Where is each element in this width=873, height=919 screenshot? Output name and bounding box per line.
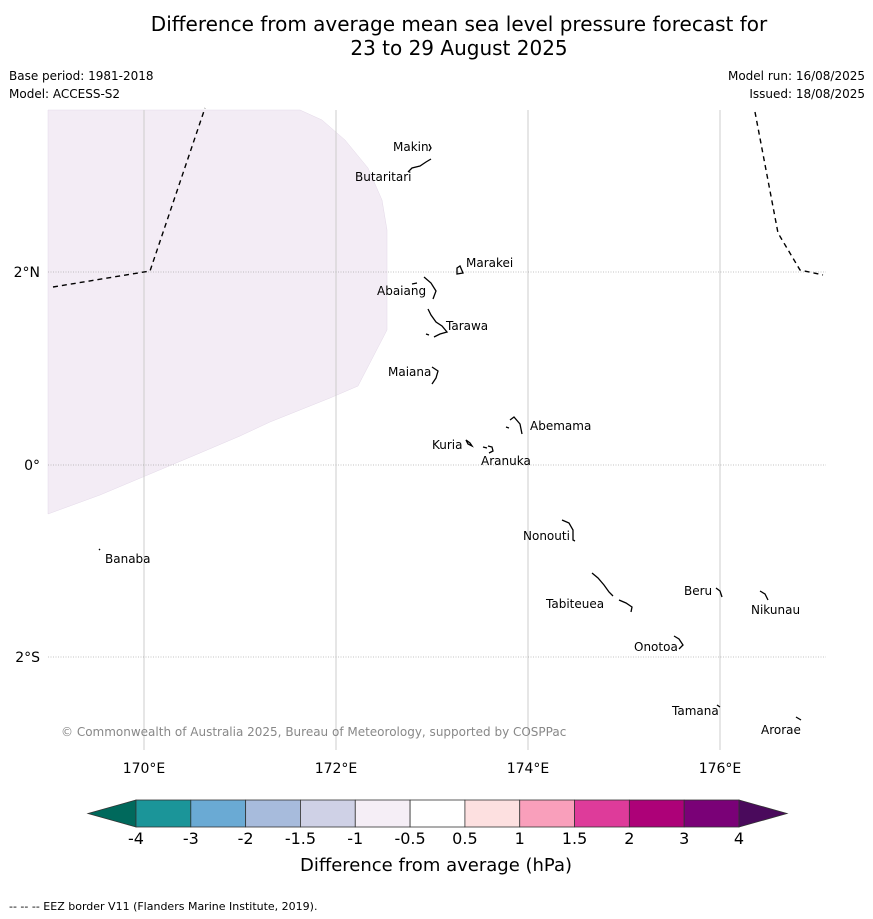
colorbar-bin [300, 799, 356, 828]
model-name: Model: ACCESS-S2 [9, 87, 121, 101]
label-arorae: Arorae [761, 723, 801, 737]
label-makin: Makin [393, 140, 429, 154]
label-tarawa: Tarawa [445, 319, 488, 333]
eez-borders [52, 107, 824, 288]
colorbar-bin [409, 799, 466, 828]
label-banaba: Banaba [105, 552, 151, 566]
island-tabiteuea [591, 572, 633, 613]
lon-label-172e: 172°E [315, 761, 358, 777]
chart-title: Difference from average mean sea level p… [0, 12, 873, 60]
island-nonouti [561, 519, 576, 542]
colorbar-tick-label: 0.5 [452, 829, 477, 848]
colorbar-tick-label: -4 [128, 829, 144, 848]
island-abaiang [411, 276, 437, 300]
anomaly-shaded-region [47, 109, 388, 515]
label-butaritari: Butaritari [355, 170, 412, 184]
colorbar-bin [190, 799, 247, 828]
colorbar-label: Difference from average (hPa) [300, 855, 572, 876]
label-onotoa: Onotoa [634, 640, 678, 654]
label-marakei: Marakei [466, 256, 513, 270]
title-line-1: Difference from average mean sea level p… [150, 12, 768, 36]
copyright-notice: © Commonwealth of Australia 2025, Bureau… [61, 725, 566, 739]
island-maiana [431, 366, 439, 385]
colorbar-bin [519, 799, 575, 828]
colorbar-tick-label: 3 [679, 829, 689, 848]
model-run: Model run: 16/08/2025 [727, 69, 865, 83]
island-aranuka [482, 445, 494, 454]
island-abemama [505, 416, 523, 435]
lat-label-2s: 2°S [15, 650, 40, 666]
base-period: Base period: 1981-2018 [9, 69, 154, 83]
colorbar-tick-label: -1.5 [285, 829, 316, 848]
label-maiana: Maiana [388, 365, 431, 379]
eez-footer-note: -- -- -- EEZ border V11 (Flanders Marine… [9, 900, 318, 913]
islands [98, 143, 802, 721]
colorbar-tick-label: 1 [515, 829, 525, 848]
longitude-gridlines [143, 110, 721, 750]
colorbar-bin [464, 799, 521, 828]
island-butaritari [407, 158, 432, 173]
island-arorae [795, 716, 802, 721]
colorbar-bin [354, 799, 411, 828]
colorbar-tick-label: 1.5 [562, 829, 587, 848]
issued-date: Issued: 18/08/2025 [749, 87, 865, 101]
label-tabiteuea: Tabiteuea [545, 597, 604, 611]
island-banaba [98, 548, 101, 551]
colorbar-tick-label: -2 [238, 829, 254, 848]
colorbar-under-arrow [86, 799, 137, 828]
colorbar-tick-label: 2 [624, 829, 634, 848]
colorbar-tick-label: -1 [347, 829, 363, 848]
lat-label-0: 0° [24, 458, 40, 474]
label-abemama: Abemama [530, 419, 591, 433]
island-nikunau [759, 590, 769, 601]
island-tarawa [425, 308, 449, 338]
colorbar: -4 -3 -2 -1.5 -1 -0.5 0.5 1 1.5 2 3 4 [86, 799, 789, 848]
colorbar-bin [574, 799, 630, 828]
label-beru: Beru [684, 584, 712, 598]
island-makin [428, 143, 432, 152]
colorbar-tick-label: 4 [734, 829, 744, 848]
colorbar-bin [135, 799, 192, 828]
label-nikunau: Nikunau [751, 603, 800, 617]
colorbar-bin [245, 799, 301, 828]
colorbar-over-arrow [738, 799, 789, 828]
colorbar-bin [628, 799, 685, 828]
island-marakei [456, 265, 464, 275]
colorbar-bin [683, 799, 740, 828]
colorbar-tick-label: -3 [183, 829, 199, 848]
title-line-2: 23 to 29 August 2025 [350, 36, 568, 60]
label-nonouti: Nonouti [523, 529, 570, 543]
island-kuria [465, 439, 474, 448]
lon-label-170e: 170°E [123, 761, 166, 777]
island-onotoa [673, 635, 684, 650]
label-kuria: Kuria [432, 438, 463, 452]
island-beru [715, 587, 723, 598]
colorbar-tick-label: -0.5 [394, 829, 425, 848]
lon-label-174e: 174°E [507, 761, 550, 777]
lat-label-2n: 2°N [14, 265, 40, 281]
label-tamana: Tamana [671, 704, 719, 718]
label-aranuka: Aranuka [481, 454, 531, 468]
label-abaiang: Abaiang [377, 284, 426, 298]
island-tamana [716, 704, 721, 708]
latitude-gridlines [48, 271, 826, 658]
lon-label-176e: 176°E [699, 761, 742, 777]
